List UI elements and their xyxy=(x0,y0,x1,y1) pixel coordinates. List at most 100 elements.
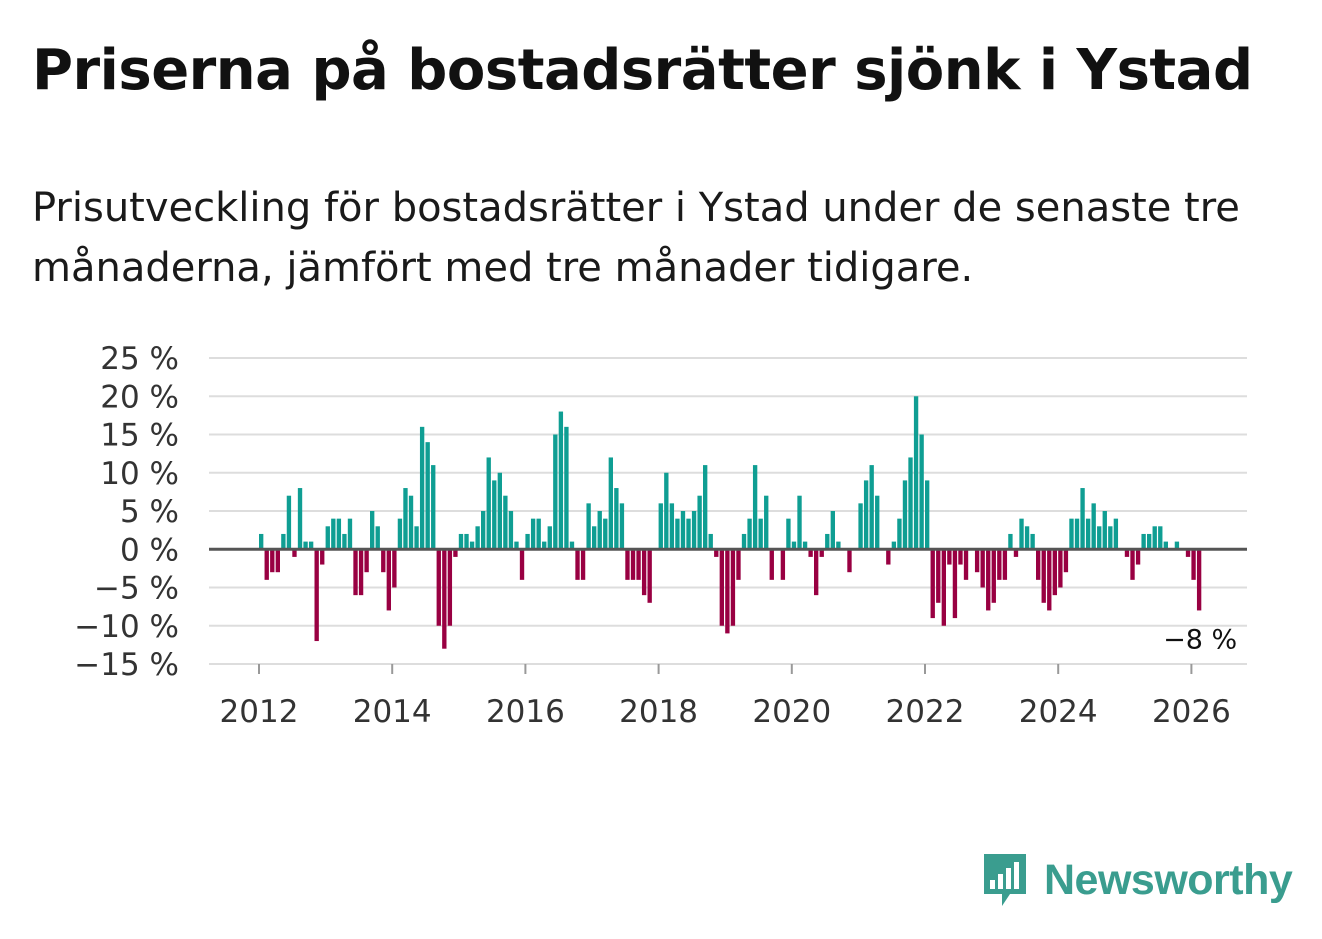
bar xyxy=(725,549,730,634)
bar xyxy=(1191,549,1196,580)
bar xyxy=(830,511,835,550)
bar xyxy=(464,533,469,550)
bar xyxy=(925,480,930,550)
bar xyxy=(530,518,536,550)
bar xyxy=(614,488,619,550)
bar xyxy=(453,549,458,557)
bar xyxy=(475,526,480,550)
bar xyxy=(714,549,719,557)
bar xyxy=(403,488,408,550)
bar xyxy=(1030,533,1035,550)
bar xyxy=(603,518,608,550)
y-tick-label: 10 % xyxy=(100,456,179,492)
bar xyxy=(936,549,941,603)
bar xyxy=(469,541,475,550)
x-tick-label: 2022 xyxy=(886,694,965,730)
bar xyxy=(442,549,447,649)
bar xyxy=(647,549,652,603)
bar xyxy=(375,526,380,550)
x-tick-label: 2012 xyxy=(220,694,299,730)
bar xyxy=(875,495,880,550)
bar-chart-speech-bubble-icon xyxy=(984,854,1026,906)
bar xyxy=(1163,541,1168,550)
bar xyxy=(1069,518,1074,550)
bar xyxy=(536,518,541,550)
x-tick-label: 2016 xyxy=(486,694,565,730)
bar xyxy=(381,549,386,573)
bar xyxy=(542,541,547,550)
bar xyxy=(436,549,441,626)
bar xyxy=(347,518,353,550)
bar xyxy=(1013,549,1019,557)
bar xyxy=(608,457,613,550)
bar xyxy=(1008,533,1013,550)
bar xyxy=(558,411,564,550)
bar xyxy=(308,541,314,550)
bar xyxy=(814,549,819,596)
bar xyxy=(675,518,680,550)
bar xyxy=(492,480,497,550)
bar xyxy=(342,533,347,550)
bar xyxy=(930,549,935,619)
bar xyxy=(808,549,813,557)
bar xyxy=(320,549,325,565)
bar xyxy=(719,549,724,626)
bar xyxy=(525,533,530,550)
x-tick-label: 2026 xyxy=(1152,694,1231,730)
bar xyxy=(1152,526,1157,550)
bar xyxy=(1135,549,1141,565)
bar xyxy=(908,457,913,550)
bar xyxy=(686,518,691,550)
y-tick-label: 20 % xyxy=(100,379,179,415)
bar xyxy=(303,541,308,550)
bar xyxy=(508,511,514,550)
bar xyxy=(1002,549,1008,580)
bar xyxy=(1102,511,1107,550)
bar xyxy=(1047,549,1052,611)
x-tick-label: 2018 xyxy=(619,694,698,730)
bar xyxy=(1174,541,1180,550)
bar xyxy=(497,472,502,550)
y-tick-label: 0 % xyxy=(120,532,179,568)
bar xyxy=(264,549,269,580)
bar xyxy=(669,503,675,550)
bar xyxy=(947,549,952,565)
bar xyxy=(569,541,575,550)
bar xyxy=(758,518,763,550)
bar xyxy=(941,549,946,626)
bar xyxy=(703,465,708,550)
bar xyxy=(636,549,641,580)
bar xyxy=(697,495,702,550)
bar xyxy=(769,549,774,580)
bar xyxy=(691,511,697,550)
bar xyxy=(708,533,713,550)
bar xyxy=(580,549,586,580)
bar xyxy=(486,457,491,550)
bar xyxy=(858,503,863,550)
bar xyxy=(963,549,969,580)
bar xyxy=(786,518,791,550)
bar xyxy=(658,503,663,550)
bar xyxy=(1113,518,1119,550)
bar xyxy=(503,495,508,550)
bar xyxy=(980,549,985,588)
bar xyxy=(897,518,902,550)
chart-title: Priserna på bostadsrätter sjönk i Ystad xyxy=(32,38,1253,103)
bar xyxy=(836,541,841,550)
bar xyxy=(414,526,419,550)
bar xyxy=(736,549,741,580)
bar xyxy=(331,518,336,550)
bar xyxy=(886,549,891,565)
bar xyxy=(270,549,275,573)
bar xyxy=(1036,549,1041,580)
bar xyxy=(680,511,686,550)
bar xyxy=(986,549,991,611)
bar xyxy=(869,465,874,550)
x-tick-label: 2014 xyxy=(353,694,432,730)
bar xyxy=(1063,549,1069,573)
y-tick-label: −5 % xyxy=(94,571,179,607)
bar xyxy=(481,511,486,550)
bar xyxy=(370,511,375,550)
y-tick-label: −15 % xyxy=(74,647,179,683)
bar xyxy=(997,549,1002,580)
